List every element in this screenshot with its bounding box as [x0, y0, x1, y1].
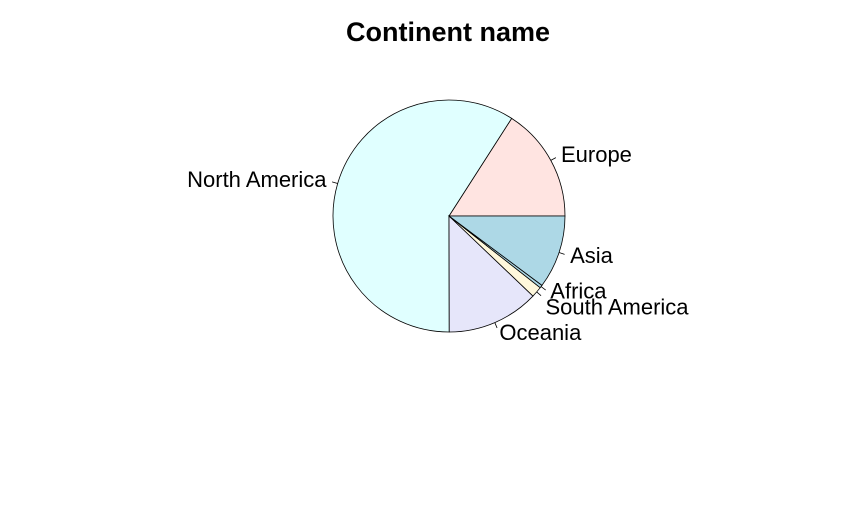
pie-label-africa: Africa	[550, 279, 607, 304]
pie-label-oceania: Oceania	[499, 320, 582, 345]
pie-slices	[332, 99, 566, 333]
pie-label-tick-north-america	[331, 181, 338, 184]
pie-label-tick-oceania	[494, 322, 498, 329]
pie-label-asia: Asia	[570, 243, 614, 268]
pie-label-tick-africa	[540, 286, 546, 291]
pie-label-tick-europe	[550, 157, 557, 161]
pie-label-europe: Europe	[561, 142, 632, 167]
pie-slice-oceania	[448, 215, 534, 333]
pie-slice-north-america	[332, 99, 513, 333]
pie-slice-asia	[447, 215, 566, 286]
pie-slice-europe	[448, 117, 566, 217]
chart-title: Continent name	[346, 17, 550, 47]
pie-label-south-america: South America	[545, 295, 689, 320]
pie-label-north-america: North America	[187, 167, 327, 192]
pie-label-tick-south-america	[536, 291, 542, 297]
pie-label-tick-asia	[558, 252, 565, 255]
